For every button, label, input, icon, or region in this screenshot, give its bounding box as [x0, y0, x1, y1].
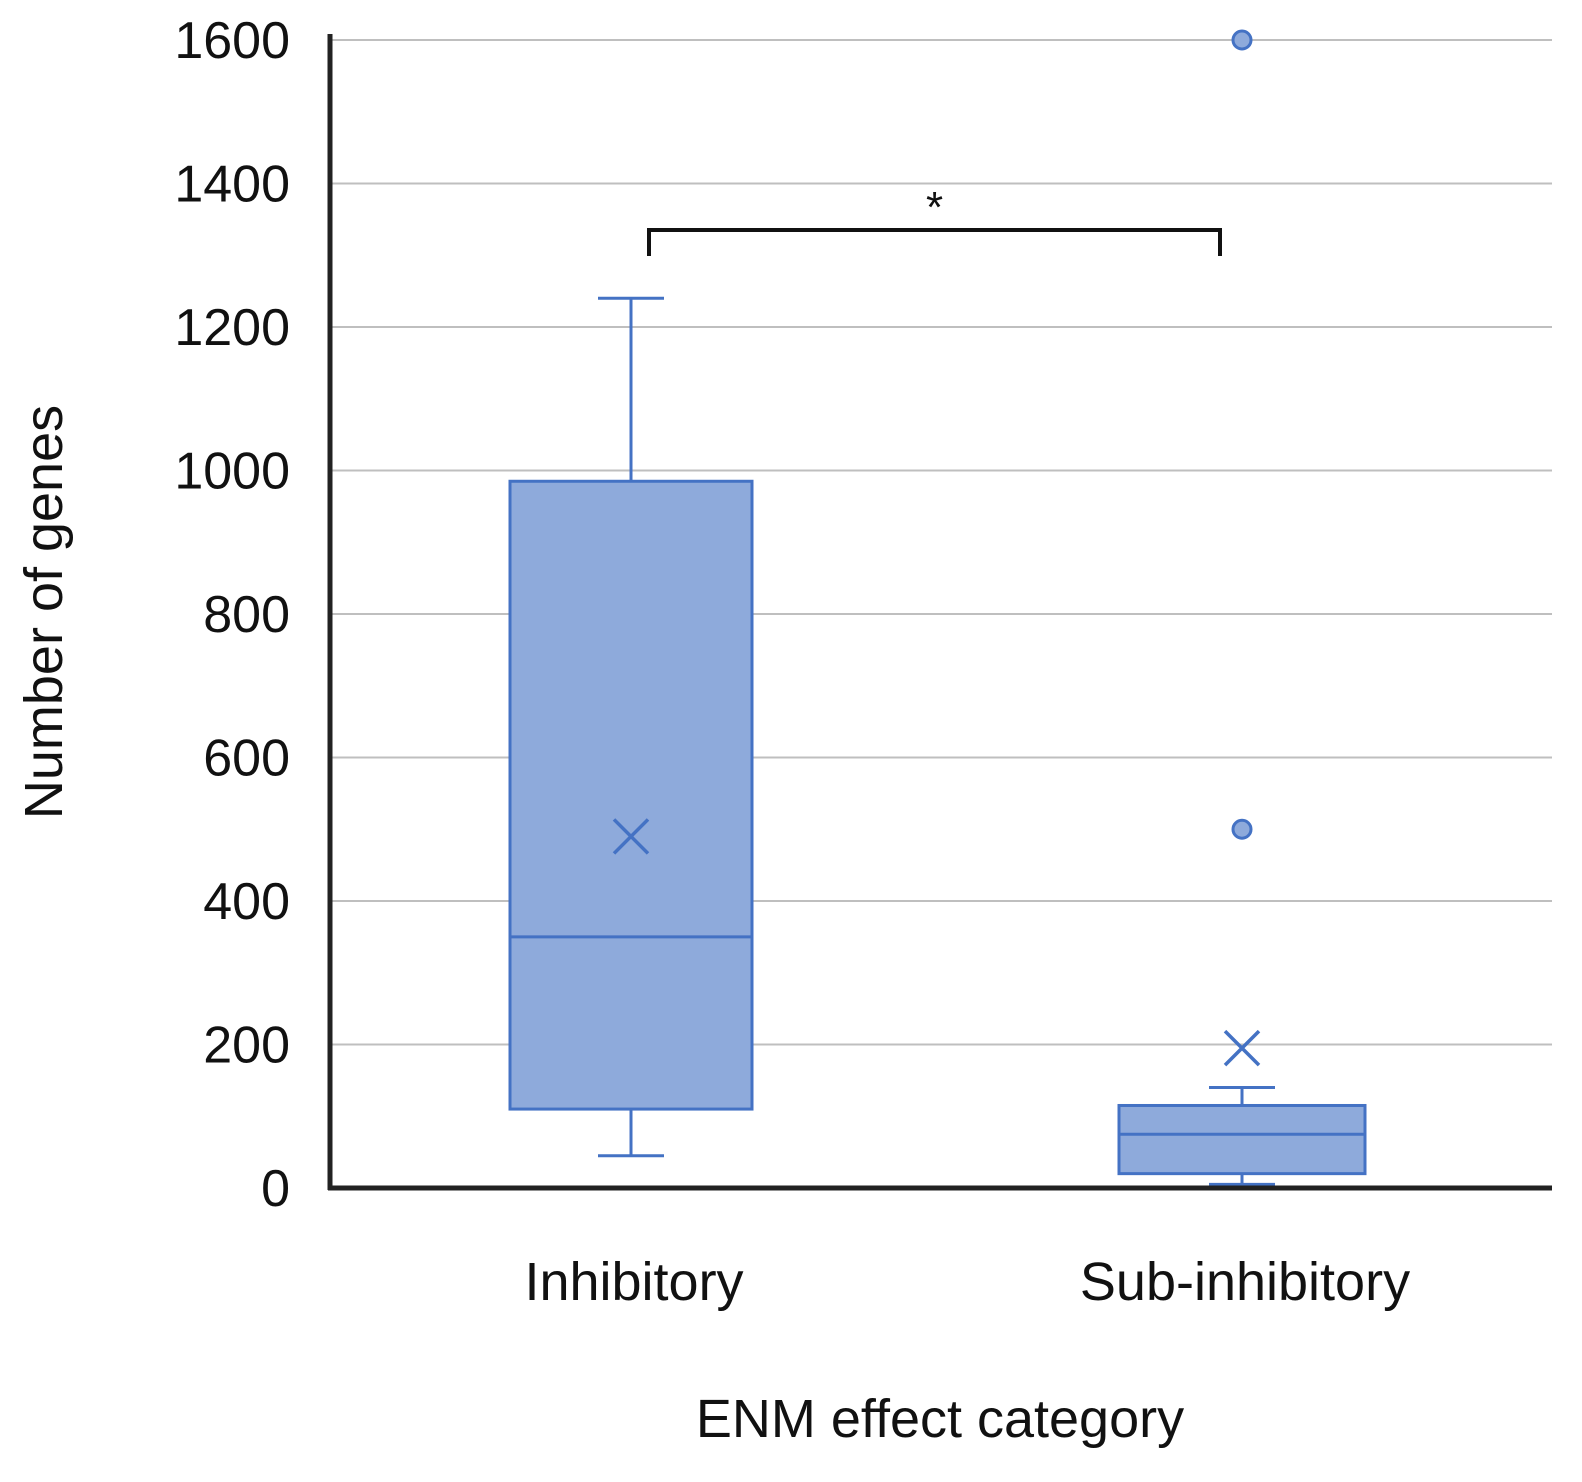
y-tick-label-200: 200: [203, 1017, 290, 1075]
y-tick-label-800: 800: [203, 586, 290, 644]
mean-marker-stroke-b: [1223, 1029, 1261, 1067]
mean-marker-stroke-b: [612, 818, 650, 855]
outlier-point-sub-inhibitory-500: [1231, 818, 1253, 840]
x-category-label-sub-inhibitory: Sub-inhibitory: [1080, 1252, 1410, 1312]
significance-bracket: [647, 228, 1222, 256]
mean-marker-sub-inhibitory: [1223, 1029, 1261, 1067]
y-tick-label-600: 600: [203, 730, 290, 788]
box-sub-inhibitory: [1117, 1103, 1367, 1176]
outlier-point-sub-inhibitory-1600: [1231, 29, 1253, 51]
boxes: [508, 29, 1367, 1186]
y-tick-label-1400: 1400: [174, 156, 290, 214]
x-category-label-inhibitory: Inhibitory: [524, 1252, 743, 1312]
y-tick-label-1600: 1600: [174, 12, 290, 70]
axes: [327, 34, 1552, 1191]
x-axis-title: ENM effect category: [696, 1389, 1184, 1449]
y-axis-title: Number of genes: [14, 405, 74, 819]
box-inhibitory: [508, 479, 754, 1111]
y-tick-label-1000: 1000: [174, 443, 290, 501]
labels: 0 200 400 600 800 1000 1200 1400 1600 Inhibitory S…: [14, 12, 1410, 1449]
significance-label: *: [926, 183, 943, 232]
y-tick-label-1200: 1200: [174, 299, 290, 357]
y-tick-label-0: 0: [261, 1160, 290, 1218]
mean-marker-inhibitory: [612, 818, 650, 855]
y-tick-label-400: 400: [203, 873, 290, 931]
